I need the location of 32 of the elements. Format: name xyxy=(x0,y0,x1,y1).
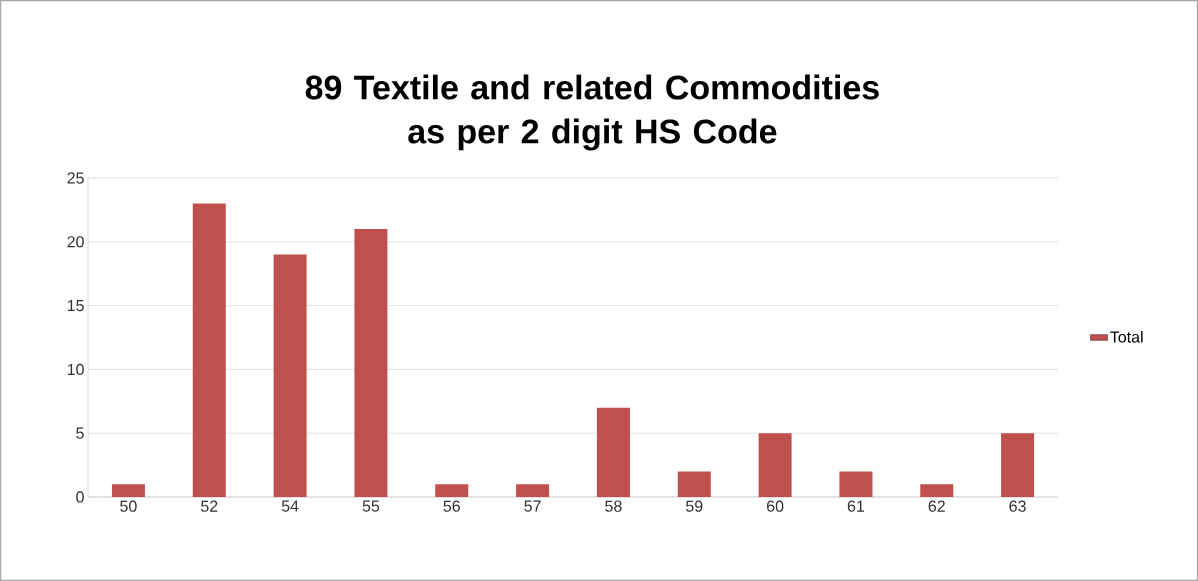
x-tick-label: 58 xyxy=(605,500,622,512)
x-tick-label: 59 xyxy=(686,500,703,512)
legend-label: Total xyxy=(1110,330,1143,343)
bar xyxy=(435,484,469,497)
bar xyxy=(677,471,711,497)
y-tick-label: 25 xyxy=(67,172,84,184)
x-tick-label: 54 xyxy=(281,500,299,512)
bar xyxy=(273,254,307,497)
x-tick-label: 60 xyxy=(767,500,784,512)
bar xyxy=(516,484,550,497)
bar xyxy=(596,407,630,497)
y-tick-label: 0 xyxy=(76,491,84,503)
x-tick-label: 62 xyxy=(928,500,945,512)
bar xyxy=(111,484,145,497)
bar xyxy=(1001,433,1035,497)
x-tick-label: 63 xyxy=(1009,500,1026,512)
bar xyxy=(920,484,954,497)
y-tick-label: 10 xyxy=(67,363,84,376)
x-tick-label: 52 xyxy=(201,500,218,512)
chart-title: 89 Textile and related Commodities as per 2 digit HS Code xyxy=(305,74,879,151)
y-tick-label: 20 xyxy=(67,236,84,248)
y-tick-label: 15 xyxy=(67,300,84,312)
x-tick-label: 55 xyxy=(362,500,380,512)
x-tick-label: 61 xyxy=(847,500,865,512)
bar xyxy=(354,229,388,497)
x-tick-label: 50 xyxy=(120,500,137,512)
bar xyxy=(192,203,226,497)
bar xyxy=(839,471,873,497)
x-tick-label: 56 xyxy=(443,500,460,512)
bar xyxy=(758,433,792,497)
y-tick-label: 5 xyxy=(76,427,84,439)
x-tick-label: 57 xyxy=(524,500,541,512)
